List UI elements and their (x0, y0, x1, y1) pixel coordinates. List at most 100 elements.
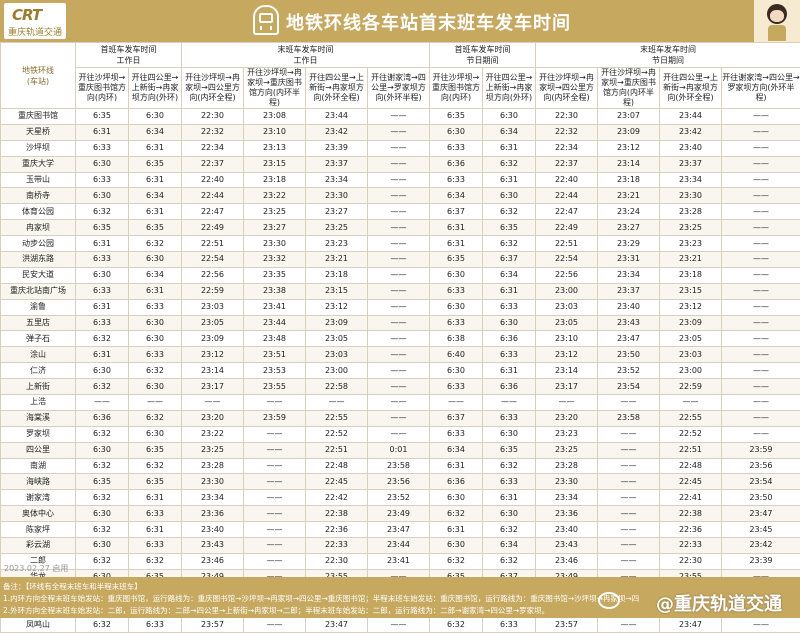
departure-time: —— (368, 410, 430, 426)
departure-time: —— (244, 538, 306, 554)
departure-time: 23:44 (660, 109, 722, 125)
departure-time: 6:34 (483, 538, 536, 554)
departure-time: 23:42 (722, 538, 800, 554)
departure-time: 6:30 (76, 188, 129, 204)
departure-time: —— (660, 395, 722, 411)
departure-time: 6:31 (483, 490, 536, 506)
departure-time: —— (722, 156, 800, 172)
departure-time: 22:30 (536, 109, 598, 125)
departure-time: —— (722, 220, 800, 236)
logo-brand-text: 重庆轨道交通 (4, 25, 66, 38)
departure-time: 23:00 (536, 283, 598, 299)
departure-time: 23:25 (244, 204, 306, 220)
station-name: 上新街 (1, 379, 76, 395)
departure-time: 23:40 (536, 522, 598, 538)
departure-time: 6:30 (430, 124, 483, 140)
departure-time: 23:17 (536, 379, 598, 395)
departure-time: 22:42 (306, 490, 368, 506)
station-name: 重庆图书馆 (1, 109, 76, 125)
departure-time: 23:34 (598, 267, 660, 283)
departure-time: 22:40 (536, 172, 598, 188)
departure-time: 23:18 (306, 267, 368, 283)
departure-time: 6:31 (129, 490, 182, 506)
departure-time: 23:50 (722, 490, 800, 506)
departure-time: 6:37 (430, 204, 483, 220)
weibo-icon (598, 592, 620, 609)
departure-time: 6:37 (483, 252, 536, 268)
departure-time: 6:32 (430, 553, 483, 569)
departure-time: 6:32 (76, 204, 129, 220)
departure-time: 22:44 (182, 188, 244, 204)
page: CRT 重庆轨道交通 地铁环线各车站首末班车发车时间 地铁环线 (车站) 首班车… (0, 0, 800, 618)
departure-time: 6:33 (430, 315, 483, 331)
departure-time: —— (722, 188, 800, 204)
station-name: 重庆大学 (1, 156, 76, 172)
station-name: 四公里 (1, 442, 76, 458)
departure-time: 23:23 (536, 426, 598, 442)
departure-time: 6:30 (430, 363, 483, 379)
departure-time: 6:34 (483, 124, 536, 140)
departure-time: 23:17 (182, 379, 244, 395)
departure-time: 23:47 (368, 522, 430, 538)
departure-time: 23:28 (182, 458, 244, 474)
departure-time: 6:35 (483, 220, 536, 236)
departure-time: 6:31 (430, 220, 483, 236)
departure-time: —— (598, 522, 660, 538)
departure-time: 6:32 (430, 506, 483, 522)
departure-time: 6:33 (483, 617, 536, 633)
departure-time: —— (244, 426, 306, 442)
note-line-1: 1.内环方向全程末班车始发站：重庆图书馆，运行路线为：重庆图书馆→沙坪坝→冉家坝… (3, 593, 639, 604)
departure-time: —— (722, 299, 800, 315)
departure-time: 23:56 (722, 458, 800, 474)
departure-time: 23:30 (244, 236, 306, 252)
departure-time: —— (722, 267, 800, 283)
departure-time: —— (368, 252, 430, 268)
departure-time: 23:32 (244, 252, 306, 268)
departure-time: 22:55 (660, 410, 722, 426)
departure-time: 23:29 (598, 236, 660, 252)
departure-time: 23:30 (536, 474, 598, 490)
departure-time: 23:47 (722, 506, 800, 522)
table-row: 上浩———————————————————————— (1, 395, 800, 411)
departure-time: 23:21 (660, 252, 722, 268)
departure-time: 23:57 (182, 617, 244, 633)
departure-time: —— (368, 140, 430, 156)
departure-time: 6:34 (129, 267, 182, 283)
departure-time: 6:31 (76, 299, 129, 315)
departure-time: 22:32 (536, 124, 598, 140)
departure-time: —— (368, 156, 430, 172)
departure-time: 23:40 (182, 522, 244, 538)
departure-time: 22:36 (306, 522, 368, 538)
departure-time: —— (430, 395, 483, 411)
departure-time: 23:58 (368, 458, 430, 474)
departure-time: 22:49 (182, 220, 244, 236)
departure-time: —— (368, 172, 430, 188)
departure-time: 6:40 (430, 347, 483, 363)
departure-time: 22:47 (182, 204, 244, 220)
departure-time: 6:30 (430, 490, 483, 506)
departure-time: 23:44 (368, 538, 430, 554)
departure-time: 23:31 (598, 252, 660, 268)
departure-time: 22:58 (306, 379, 368, 395)
departure-time: 6:31 (430, 458, 483, 474)
departure-time: 6:33 (129, 538, 182, 554)
departure-time: 6:30 (76, 538, 129, 554)
direction-header: 开往沙坪坝→重庆图书馆方向(内环) (430, 68, 483, 109)
departure-time: 23:09 (660, 315, 722, 331)
departure-time: 23:51 (244, 347, 306, 363)
departure-time: —— (722, 347, 800, 363)
departure-time: 23:37 (306, 156, 368, 172)
departure-time: —— (368, 236, 430, 252)
departure-time: 6:32 (483, 236, 536, 252)
departure-time: 22:32 (182, 124, 244, 140)
note-title: 备注：【环线有全程末班车和半程末班车】 (3, 581, 142, 592)
departure-time: 22:51 (536, 236, 598, 252)
departure-time: —— (368, 109, 430, 125)
departure-time: 23:22 (244, 188, 306, 204)
departure-time: 22:49 (536, 220, 598, 236)
departure-time: 6:31 (129, 172, 182, 188)
departure-time: 23:44 (244, 315, 306, 331)
